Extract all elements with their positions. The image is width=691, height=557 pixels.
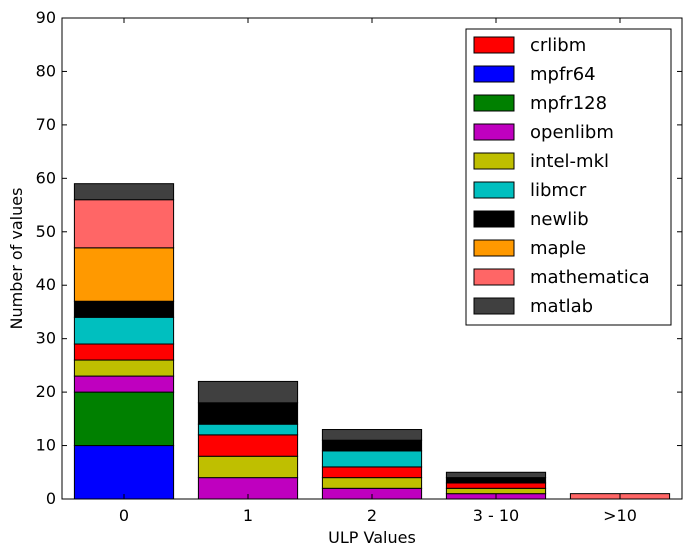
legend: crlibm mpfr64 mpfr128 openlibm intel-mkl libm…: [465, 28, 672, 326]
bar-segment-matlab-1: [197, 380, 299, 404]
legend-swatch-mpfr128: [473, 94, 515, 112]
bar-segment-libmcr-2: [321, 450, 423, 468]
bar-segment-mpfr64-0: [73, 445, 175, 500]
y-tick-label: 60: [36, 168, 56, 187]
y-tick-label: 40: [36, 275, 56, 294]
bar-segment-libmcr-0: [73, 316, 175, 345]
y-tick-label: 70: [36, 115, 56, 134]
bar-segment-crlibm-0: [73, 343, 175, 361]
legend-label-newlib: newlib: [530, 209, 589, 230]
x-tick-label: 1: [243, 506, 253, 525]
x-tick-label: 2: [367, 506, 377, 525]
bar-segment-crlibm-3: [445, 482, 547, 489]
bar-segment-intel-mkl-3: [445, 487, 547, 495]
y-tick-label: 30: [36, 329, 56, 348]
x-tick-label: 3 - 10: [473, 506, 519, 525]
bar-segment-mathematica-0: [73, 199, 175, 249]
bar-segment-mpfr128-0: [73, 391, 175, 447]
bar-segment-crlibm-2: [321, 466, 423, 479]
legend-label-openlibm: openlibm: [530, 122, 614, 143]
axes-layer: 0 10 20 30 40 50 60 70 80 90 0 1 2 3 - 10 >10: [36, 8, 682, 525]
bar-segment-maple-0: [73, 247, 175, 302]
bar-segment-intel-mkl-0: [73, 359, 175, 377]
legend-label-matlab: matlab: [530, 296, 593, 317]
y-tick-label: 50: [36, 222, 56, 241]
y-tick-label: 80: [36, 61, 56, 80]
legend-swatch-intel-mkl: [473, 152, 515, 170]
y-tick-label: 10: [36, 436, 56, 455]
bar-segment-matlab-3: [445, 471, 547, 479]
legend-swatch-matlab: [473, 297, 515, 315]
legend-label-libmcr: libmcr: [530, 180, 587, 201]
legend-swatch-mathematica: [473, 268, 515, 286]
y-axis-label: Number of values: [7, 188, 26, 330]
legend-swatch-newlib: [473, 210, 515, 228]
legend-label-mpfr64: mpfr64: [530, 64, 596, 85]
bar-segment-openlibm-0: [73, 375, 175, 393]
bar-segment-libmcr-1: [197, 423, 299, 436]
y-tick-label: 90: [36, 8, 56, 27]
legend-swatch-maple: [473, 239, 515, 257]
bar-segment-intel-mkl-2: [321, 477, 423, 489]
bar-segment-newlib-0: [73, 300, 175, 318]
x-axis-label: ULP Values: [328, 528, 416, 547]
legend-label-mathematica: mathematica: [530, 267, 650, 288]
legend-label-mpfr128: mpfr128: [530, 93, 607, 114]
bar-segment-newlib-2: [321, 439, 423, 452]
legend-swatch-openlibm: [473, 123, 515, 141]
bar-segment-newlib-3: [445, 477, 547, 484]
legend-swatch-mpfr64: [473, 65, 515, 83]
legend-label-maple: maple: [530, 238, 586, 259]
legend-swatch-libmcr: [473, 181, 515, 199]
legend-label-crlibm: crlibm: [530, 35, 586, 56]
bar-segment-matlab-2: [321, 429, 423, 441]
y-tick-label: 20: [36, 382, 56, 401]
x-tick-label: 0: [119, 506, 129, 525]
legend-label-intel-mkl: intel-mkl: [530, 151, 609, 172]
bar-segment-crlibm-1: [197, 434, 299, 457]
y-tick-label: 0: [46, 489, 56, 508]
bar-segment-matlab-0: [73, 183, 175, 201]
x-tick-label: >10: [603, 506, 637, 525]
bar-segment-newlib-1: [197, 402, 299, 425]
bar-segment-intel-mkl-1: [197, 455, 299, 479]
bars-layer: [73, 183, 671, 500]
legend-swatch-crlibm: [473, 36, 515, 54]
